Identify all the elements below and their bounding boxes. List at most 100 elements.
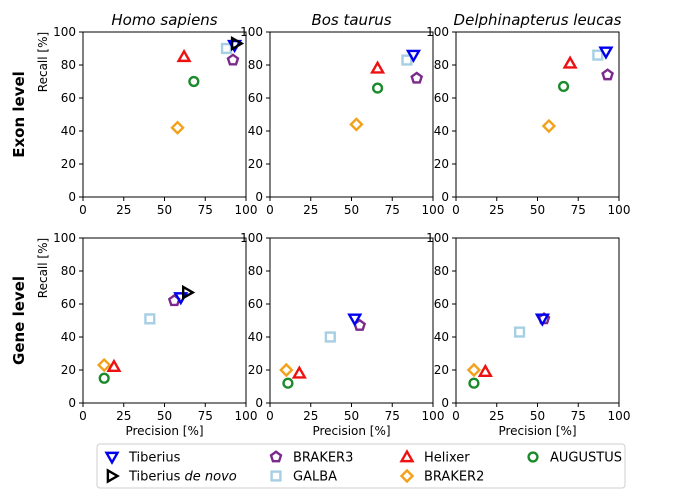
point-tiberius — [534, 313, 550, 327]
point-galba — [513, 326, 526, 338]
panel-title: Delphinapterus leucas — [454, 11, 622, 29]
legend-label: AUGUSTUS — [550, 451, 622, 466]
x-tick-label: 50 — [344, 203, 359, 217]
x-tick-label: 100 — [608, 409, 631, 423]
x-tick-label: 50 — [344, 409, 359, 423]
legend-item-augustus: AUGUSTUS — [527, 451, 622, 466]
row-label-gene-level: Gene level — [10, 276, 28, 365]
y-tick-label: 40 — [434, 330, 449, 344]
x-tick-label: 75 — [571, 203, 586, 217]
point-braker2 — [170, 120, 185, 135]
y-tick-label: 80 — [61, 264, 76, 278]
x-axis-label: Precision [%] — [498, 424, 576, 438]
y-tick-label: 20 — [61, 363, 76, 377]
y-axis-label: Recall [%] — [36, 238, 50, 298]
point-braker3 — [410, 71, 424, 84]
point-galba — [220, 42, 233, 55]
panel-4: 0 20 40 60 80 100 0 25 50 75 100 Precision [%] Recal… — [36, 231, 257, 438]
x-tick-label: 0 — [452, 203, 460, 217]
point-braker2 — [349, 117, 364, 132]
point-augustus — [557, 80, 570, 93]
panel-2: Bos taurus 0 20 40 60 80 100 0 25 50 75 100 — [240, 11, 444, 217]
point-tiberius — [347, 313, 363, 327]
legend: Tiberius Tiberius de novo BRAKER3 GALBA Heli… — [96, 443, 626, 489]
point-helixer — [477, 363, 493, 377]
point-braker2 — [466, 362, 482, 378]
point-helixer — [562, 55, 578, 69]
x-tick-label: 100 — [608, 203, 631, 217]
plot-frame — [82, 31, 247, 198]
point-augustus — [282, 377, 294, 389]
x-tick-label: 25 — [116, 203, 131, 217]
point-tiberius-de-novo — [181, 284, 196, 301]
point-helixer — [291, 365, 307, 379]
x-axis-label: Precision [%] — [312, 424, 390, 438]
legend-marker-tiberius-de-novo — [106, 468, 120, 484]
point-galba — [401, 54, 413, 66]
x-tick-label: 0 — [266, 203, 274, 217]
legend-label: BRAKER3 — [293, 451, 353, 466]
y-tick-label: 40 — [61, 124, 76, 138]
point-augustus — [371, 82, 384, 94]
y-tick-label: 40 — [248, 330, 263, 344]
y-tick-label: 80 — [434, 264, 449, 278]
panel-3: Delphinapterus leucas 0 20 40 60 80 100 0 25 50 75… — [426, 11, 630, 217]
plot-frame — [82, 237, 247, 404]
x-tick-label: 100 — [235, 203, 258, 217]
point-tiberius — [405, 49, 422, 64]
row-label-exon-level: Exon level — [10, 71, 28, 158]
y-tick-label: 60 — [248, 297, 263, 311]
plot-frame — [269, 237, 434, 404]
point-braker3 — [601, 68, 614, 81]
x-tick-label: 0 — [452, 409, 460, 423]
legend-item-braker3: BRAKER3 — [269, 450, 353, 466]
panel-title: Homo sapiens — [111, 11, 217, 29]
legend-marker-braker3 — [269, 450, 283, 463]
x-tick-label: 75 — [571, 409, 586, 423]
legend-item-tiberius-de-novo: Tiberius de novo — [106, 468, 237, 485]
y-tick-label: 20 — [61, 157, 76, 171]
plot-frame — [455, 31, 620, 198]
y-tick-label: 0 — [68, 396, 76, 410]
y-tick-label: 20 — [248, 363, 263, 377]
y-tick-label: 20 — [248, 157, 263, 171]
point-augustus — [188, 75, 200, 88]
legend-label: BRAKER2 — [424, 470, 484, 485]
point-augustus — [98, 372, 110, 384]
point-tiberius-de-novo — [230, 35, 245, 52]
y-axis-label: Recall [%] — [36, 32, 50, 92]
y-tick-label: 80 — [248, 264, 263, 278]
legend-item-braker2: BRAKER2 — [399, 468, 484, 485]
y-tick-label: 40 — [434, 124, 449, 138]
x-tick-label: 25 — [489, 203, 504, 217]
legend-item-tiberius: Tiberius — [104, 451, 181, 466]
y-tick-label: 100 — [426, 231, 449, 245]
x-tick-label: 75 — [198, 409, 213, 423]
x-tick-label: 75 — [198, 203, 213, 217]
legend-item-galba: GALBA — [270, 470, 337, 485]
y-tick-label: 60 — [61, 91, 76, 105]
y-tick-label: 60 — [248, 91, 263, 105]
x-tick-label: 0 — [79, 203, 87, 217]
y-tick-label: 0 — [255, 190, 263, 204]
y-tick-label: 0 — [68, 190, 76, 204]
x-tick-label: 50 — [530, 203, 545, 217]
y-tick-label: 100 — [53, 231, 76, 245]
plot-frame — [455, 237, 620, 404]
x-tick-label: 25 — [303, 203, 318, 217]
point-braker3 — [226, 53, 240, 66]
x-tick-label: 75 — [385, 203, 400, 217]
point-tiberius — [598, 46, 614, 60]
y-tick-label: 80 — [61, 58, 76, 72]
x-tick-label: 50 — [157, 409, 172, 423]
legend-marker-braker2 — [399, 468, 415, 484]
y-tick-label: 60 — [434, 297, 449, 311]
x-tick-label: 0 — [79, 409, 87, 423]
y-tick-label: 100 — [53, 25, 76, 39]
y-tick-label: 0 — [441, 190, 449, 204]
y-tick-label: 0 — [255, 396, 263, 410]
panel-5: 0 20 40 60 80 100 0 25 50 75 100 Precision [%] — [240, 231, 444, 438]
legend-label: Tiberius — [128, 451, 181, 466]
